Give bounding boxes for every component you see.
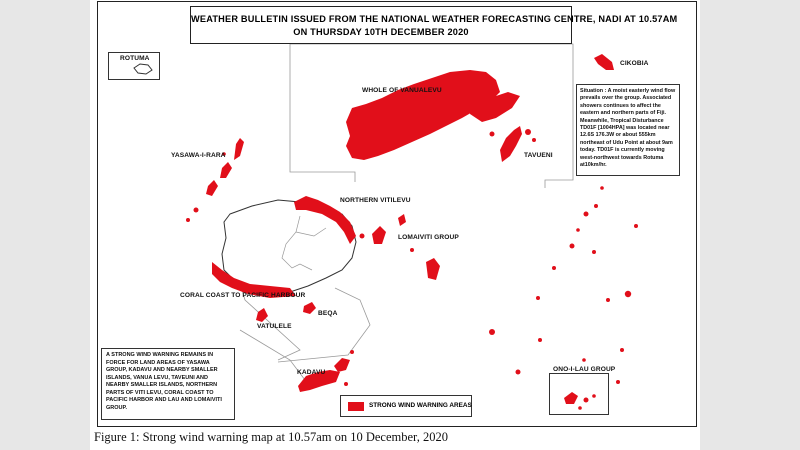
label-yasawa: YASAWA-I-RARA [171, 152, 226, 159]
vanua-levu-warning-area [346, 70, 520, 160]
bulletin-title-box: WEATHER BULLETIN ISSUED FROM THE NATIONA… [190, 6, 678, 44]
label-ono-i-lau: ONO-I-LAU GROUP [553, 366, 616, 373]
situation-text: A moist easterly wind flow prevails over… [580, 88, 676, 169]
beqa-vatulele-warning-area [256, 302, 316, 322]
label-beqa: BEQA [318, 310, 338, 317]
label-vanualevu: WHOLE OF VANUALEVU [362, 87, 442, 94]
lomaiviti-warning-area [359, 214, 440, 280]
bulletin-title-line-1: WEATHER BULLETIN ISSUED FROM THE NATIONA… [191, 14, 678, 24]
viti-levu-province-lines [281, 215, 327, 271]
taveuni-warning-area [500, 126, 522, 162]
strong-wind-warning-text-box: A STRONG WIND WARNING REMAINS IN FORCE F… [101, 348, 235, 420]
cikobia-warning-area [594, 54, 614, 70]
kadavu-warning-area [298, 350, 354, 392]
label-kadavu: KADAVU [297, 369, 326, 376]
coral-coast-warning-area [212, 262, 296, 298]
region-boundaries [229, 43, 574, 381]
legend-swatch [348, 402, 364, 411]
map-legend: STRONG WIND WARNING AREAS [340, 395, 472, 417]
northern-vitilevu-warning-area [294, 196, 356, 244]
label-lomaiviti: LOMAIVITI GROUP [398, 234, 459, 241]
legend-label: STRONG WIND WARNING AREAS [369, 402, 472, 409]
situation-heading: Situation : [580, 88, 607, 94]
ono-i-lau-inset-box [549, 373, 609, 415]
vanua-levu-nearby-islands [489, 129, 536, 142]
bulletin-title-line-2: ON THURSDAY 10TH DECEMBER 2020 [293, 27, 469, 37]
warning-text: A STRONG WIND WARNING REMAINS IN FORCE F… [106, 352, 222, 411]
lau-group-warning-area [489, 186, 638, 384]
figure-caption: Figure 1: Strong wind warning map at 10.… [94, 430, 448, 444]
label-vatulele: VATULELE [257, 323, 292, 330]
label-tavueni: TAVUENI [524, 152, 553, 159]
label-northern-vitilevu: NORTHERN VITILEVU [340, 197, 411, 204]
label-cikobia: CIKOBIA [620, 60, 649, 67]
label-rotuma: ROTUMA [120, 55, 150, 62]
situation-box: Situation : A moist easterly wind flow p… [576, 84, 680, 176]
yasawa-warning-area [186, 138, 244, 222]
label-coral-coast: CORAL COAST TO PACIFIC HARBOUR [180, 292, 306, 299]
